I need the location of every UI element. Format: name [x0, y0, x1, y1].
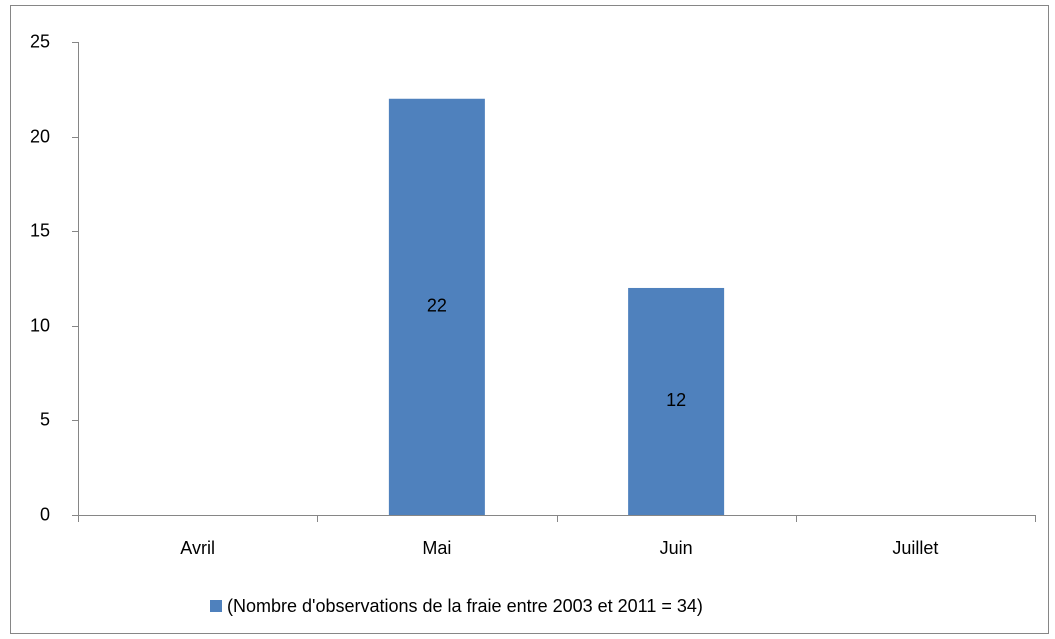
- data-label: 12: [666, 390, 686, 410]
- legend-swatch: [210, 600, 222, 612]
- y-tick-label: 5: [40, 409, 50, 429]
- y-tick-label: 20: [30, 126, 50, 146]
- x-tick-label: Avril: [180, 538, 215, 558]
- y-tick-label: 10: [30, 315, 50, 335]
- bar: [388, 98, 485, 515]
- chart-frame: [10, 5, 1049, 634]
- x-tick-label: Juin: [660, 538, 693, 558]
- legend-label: (Nombre d'observations de la fraie entre…: [227, 596, 703, 616]
- y-tick-label: 15: [30, 220, 50, 240]
- y-tick-label: 0: [40, 504, 50, 524]
- x-tick-label: Mai: [422, 538, 451, 558]
- y-tick-label: 25: [30, 31, 50, 51]
- bar: [628, 287, 725, 515]
- data-label: 22: [427, 296, 447, 316]
- x-tick-label: Juillet: [892, 538, 938, 558]
